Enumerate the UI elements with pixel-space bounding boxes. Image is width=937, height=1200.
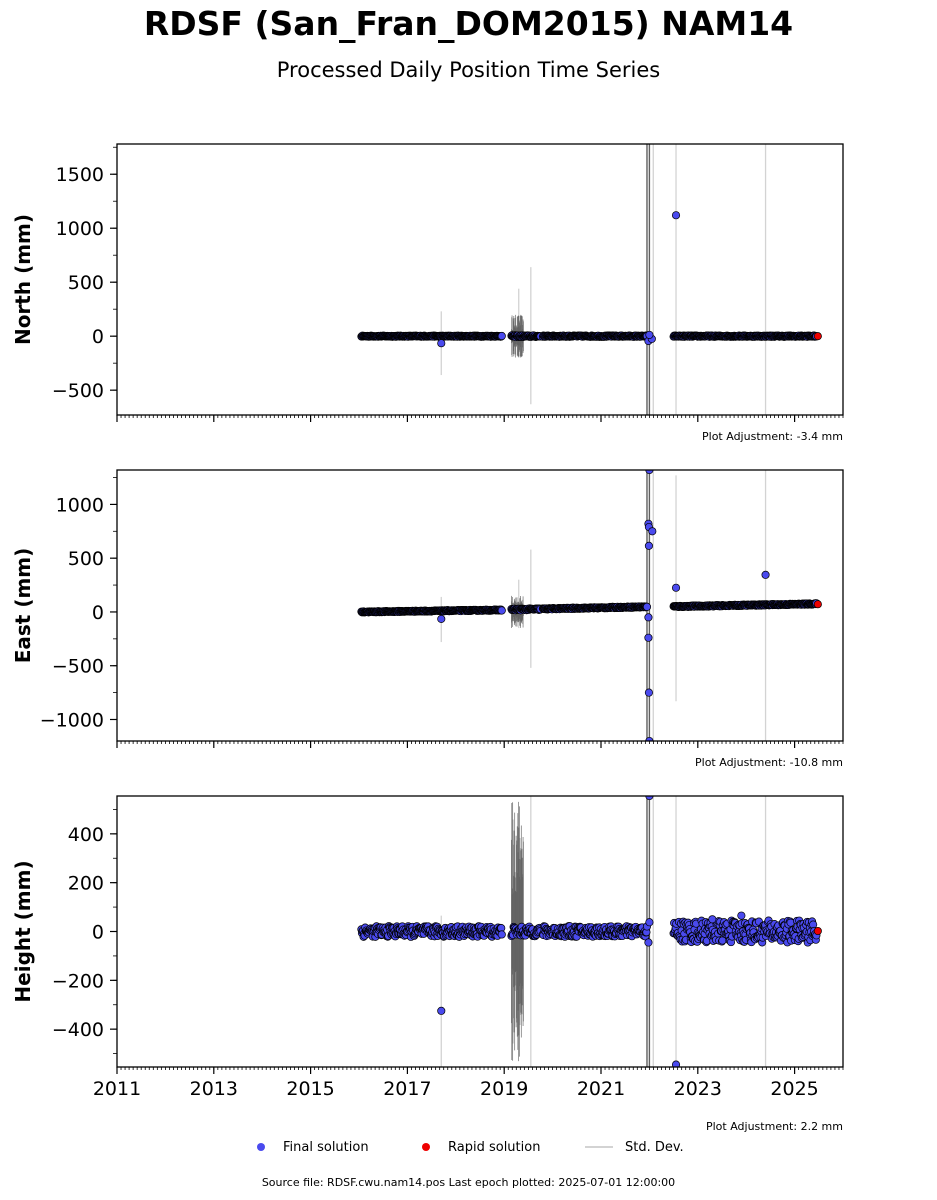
x-tick-label: 2013	[190, 1078, 238, 1100]
y-tick-label: 1000	[56, 494, 104, 516]
final-solution-point	[644, 613, 653, 622]
final-solution-point	[644, 633, 653, 642]
final-solution-point	[497, 606, 506, 615]
final-solution-point	[497, 930, 506, 939]
final-solution-point	[708, 915, 717, 924]
final-solution-point	[437, 614, 446, 623]
y-tick-label: 1000	[56, 218, 104, 240]
y-tick-label: −1000	[40, 709, 104, 731]
legend-std-label: Std. Dev.	[625, 1139, 684, 1155]
y-tick-label: −500	[52, 380, 104, 402]
y-tick-label: −500	[52, 656, 104, 678]
y-axis-label: North (mm)	[11, 214, 35, 345]
final-solution-point	[645, 470, 654, 475]
final-solution-point	[645, 330, 654, 339]
y-tick-label: −400	[52, 1019, 104, 1041]
legend-std: Std. Dev.	[585, 1136, 684, 1158]
final-solution-point	[437, 339, 446, 348]
x-tick-label: 2011	[93, 1078, 141, 1100]
plot-area	[357, 470, 822, 741]
final-solution-point	[644, 688, 653, 697]
y-tick-label: 0	[92, 602, 104, 624]
chart-subtitle: Processed Daily Position Time Series	[276, 58, 661, 82]
x-tick-label: 2019	[480, 1078, 528, 1100]
y-axis-label: Height (mm)	[11, 860, 35, 1002]
rapid-marker-icon	[422, 1143, 430, 1151]
y-tick-label: 0	[92, 326, 104, 348]
x-tick-label: 2021	[577, 1078, 625, 1100]
y-tick-label: 400	[68, 824, 104, 846]
plot-frame	[116, 143, 844, 416]
final-solution-point	[737, 911, 746, 920]
final-solution-point	[497, 331, 506, 341]
y-axis-label: East (mm)	[11, 548, 35, 664]
plot-area	[357, 144, 822, 415]
plot-adjustment-label: Plot Adjustment: -3.4 mm	[702, 430, 843, 443]
y-tick-label: 0	[92, 922, 104, 944]
std-line-icon	[585, 1146, 613, 1148]
y-tick-label: 200	[68, 873, 104, 895]
x-tick-label: 2023	[674, 1078, 722, 1100]
final-solution-point	[642, 602, 652, 611]
y-tick-label: 500	[68, 548, 104, 570]
legend: Final solution Rapid solution Std. Dev.	[0, 1136, 937, 1158]
plot-adjustment-label: Plot Adjustment: 2.2 mm	[706, 1120, 843, 1133]
plot-adjustment-label: Plot Adjustment: -10.8 mm	[695, 756, 843, 769]
y-tick-label: −200	[52, 970, 104, 992]
final-solution-point	[671, 211, 681, 220]
final-solution-point	[671, 583, 681, 592]
final-solution-point	[437, 1006, 446, 1015]
legend-rapid: Rapid solution	[422, 1136, 540, 1158]
final-solution-point	[644, 938, 653, 947]
final-solution-point	[648, 527, 657, 536]
final-solution-point	[645, 918, 654, 927]
legend-final-label: Final solution	[283, 1139, 369, 1155]
rapid-solution-point	[813, 926, 822, 936]
plot-area	[357, 796, 822, 1067]
y-tick-label: 1500	[56, 164, 104, 186]
chart-title: RDSF (San_Fran_DOM2015) NAM14	[143, 4, 794, 43]
source-footer: Source file: RDSF.cwu.nam14.pos Last epo…	[261, 1176, 676, 1189]
legend-rapid-label: Rapid solution	[448, 1139, 541, 1155]
legend-final: Final solution	[257, 1136, 369, 1158]
final-solution-point	[645, 796, 654, 801]
y-tick-label: 500	[68, 272, 104, 294]
final-marker-icon	[257, 1143, 265, 1151]
x-tick-label: 2017	[383, 1078, 431, 1100]
rapid-solution-point	[813, 600, 822, 609]
x-tick-label: 2015	[286, 1078, 334, 1100]
final-solution-point	[761, 570, 770, 579]
rapid-solution-point	[813, 332, 822, 341]
final-solution-point	[644, 541, 653, 550]
x-tick-label: 2025	[770, 1078, 818, 1100]
final-solution-point	[671, 1060, 681, 1067]
